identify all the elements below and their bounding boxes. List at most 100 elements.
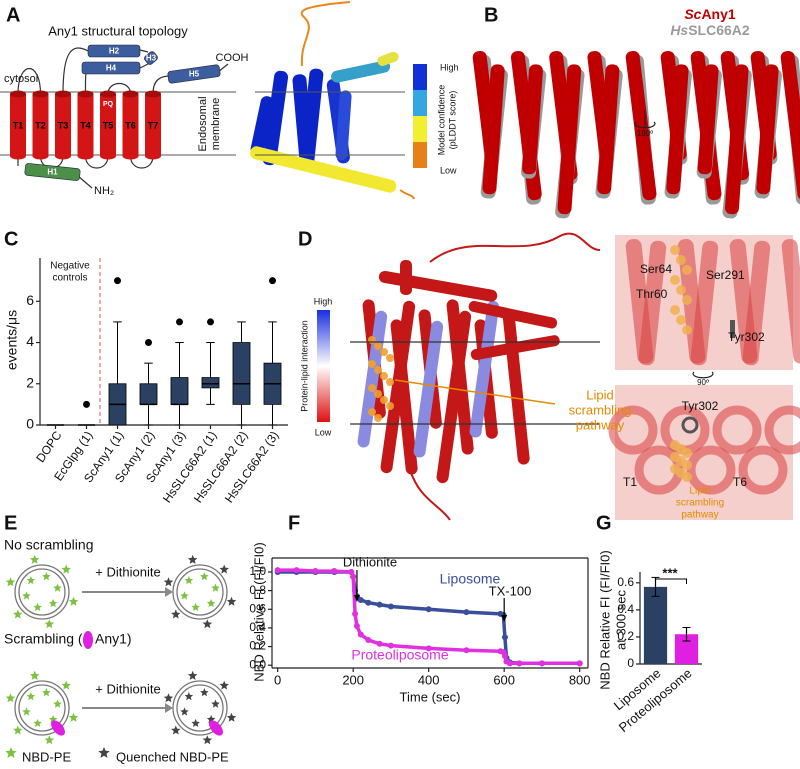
lipid-star — [44, 619, 55, 629]
lipid — [374, 390, 382, 398]
lipid-star — [191, 718, 200, 727]
inset-helix — [712, 405, 762, 455]
lipid-star — [180, 707, 189, 716]
structure-helix — [250, 96, 274, 156]
lipid-star — [22, 591, 31, 600]
panel-title: Any1 structural topology — [48, 23, 188, 38]
outlier — [145, 339, 152, 347]
lipid — [368, 408, 376, 416]
amphipathic-helix — [167, 64, 221, 84]
pointer — [394, 379, 556, 405]
loop — [62, 47, 91, 95]
lipid — [682, 460, 692, 470]
y-tick-label: 0.2 — [617, 629, 634, 643]
inset-helix — [764, 405, 800, 455]
residue-stick — [681, 416, 699, 434]
vesicle — [176, 684, 224, 732]
lipid-star — [187, 554, 198, 564]
residue-label: Tyr302 — [728, 330, 765, 344]
data-point — [376, 640, 383, 647]
pathway-label: pathway — [681, 510, 718, 521]
condition-label: No scrambling — [4, 537, 93, 553]
helix-cap — [145, 152, 161, 160]
lipid-star — [211, 699, 220, 708]
box — [201, 377, 220, 389]
lipid-star — [5, 577, 16, 587]
lipid — [368, 384, 376, 392]
lipid-star — [171, 725, 181, 735]
outlier — [207, 318, 214, 326]
legend-label: Low — [440, 165, 457, 175]
data-point — [312, 568, 319, 575]
helix-label: T3 — [58, 120, 69, 130]
data-point — [357, 596, 364, 603]
helix-cap — [122, 152, 139, 160]
helix-cap — [100, 152, 116, 160]
y-tick-label: 0.8 — [249, 583, 266, 597]
model-helix — [522, 64, 543, 175]
helix-label: H2 — [109, 47, 120, 56]
protein: SLC66A2 — [688, 22, 750, 38]
lipid — [386, 378, 394, 386]
helix-label: T1 — [623, 475, 637, 489]
colorbar — [317, 310, 330, 422]
lipid — [670, 245, 680, 255]
lipid — [380, 372, 388, 380]
lipid-star — [191, 602, 200, 611]
helix-label: T6 — [733, 475, 747, 489]
x-axis-label: Time (sec) — [400, 689, 461, 704]
y-tick-label: 0.6 — [617, 575, 634, 589]
helix-label: H4 — [106, 64, 117, 73]
lipid-star — [42, 572, 51, 581]
inset-helix — [608, 405, 658, 455]
legend-entry: HsSLC66A2 — [670, 22, 750, 38]
data-point — [501, 634, 508, 641]
y-tick-label: 6 — [26, 292, 34, 308]
annotation: TX-100 — [489, 583, 532, 598]
rotation-arrow — [692, 371, 714, 379]
arrowhead — [353, 595, 360, 602]
panel-label: A — [6, 4, 20, 26]
data-point — [348, 568, 355, 575]
residue-stick — [730, 320, 735, 338]
outlier — [176, 318, 183, 326]
tm-helix — [100, 94, 116, 156]
inset-helix — [781, 239, 800, 364]
structure-helix — [400, 260, 412, 295]
y-axis-label: events/μs — [4, 310, 20, 370]
tm-helix — [145, 94, 161, 156]
helix-label: T5 — [103, 120, 114, 130]
legend-label: Low — [315, 427, 332, 437]
legend-title: Protein-lipid interaction — [299, 320, 309, 412]
lipid-star — [29, 670, 40, 680]
lipid-star — [171, 609, 181, 619]
lipid — [368, 336, 376, 344]
y-tick-label: 1.0 — [249, 564, 266, 578]
series-label: Proteoliposome — [351, 647, 448, 663]
helix-cap — [55, 152, 71, 160]
structure-helix — [300, 68, 324, 169]
lipid-star — [184, 576, 194, 585]
lipid-star — [5, 747, 17, 758]
disordered-tail — [300, 1, 351, 67]
data-point — [576, 660, 583, 667]
structure-helix — [262, 70, 289, 166]
structure-helix — [469, 300, 500, 438]
vesicle — [14, 680, 70, 736]
data-point — [357, 631, 364, 638]
condition-label: Any1) — [95, 631, 132, 647]
lipid — [682, 448, 692, 458]
lipid — [682, 325, 692, 335]
vesicle — [14, 564, 70, 620]
compartment-label: cytosol — [4, 73, 38, 85]
helix-cap — [145, 90, 161, 98]
residue-label: Tyr302 — [682, 399, 719, 413]
structure-helix — [331, 60, 391, 83]
scramblase — [209, 720, 223, 736]
data-point — [350, 573, 357, 580]
model-helix — [780, 50, 800, 201]
disordered-tail — [409, 469, 451, 521]
lipid — [670, 275, 680, 285]
x-tick-label: 200 — [342, 672, 364, 687]
panel-label: D — [298, 228, 312, 250]
